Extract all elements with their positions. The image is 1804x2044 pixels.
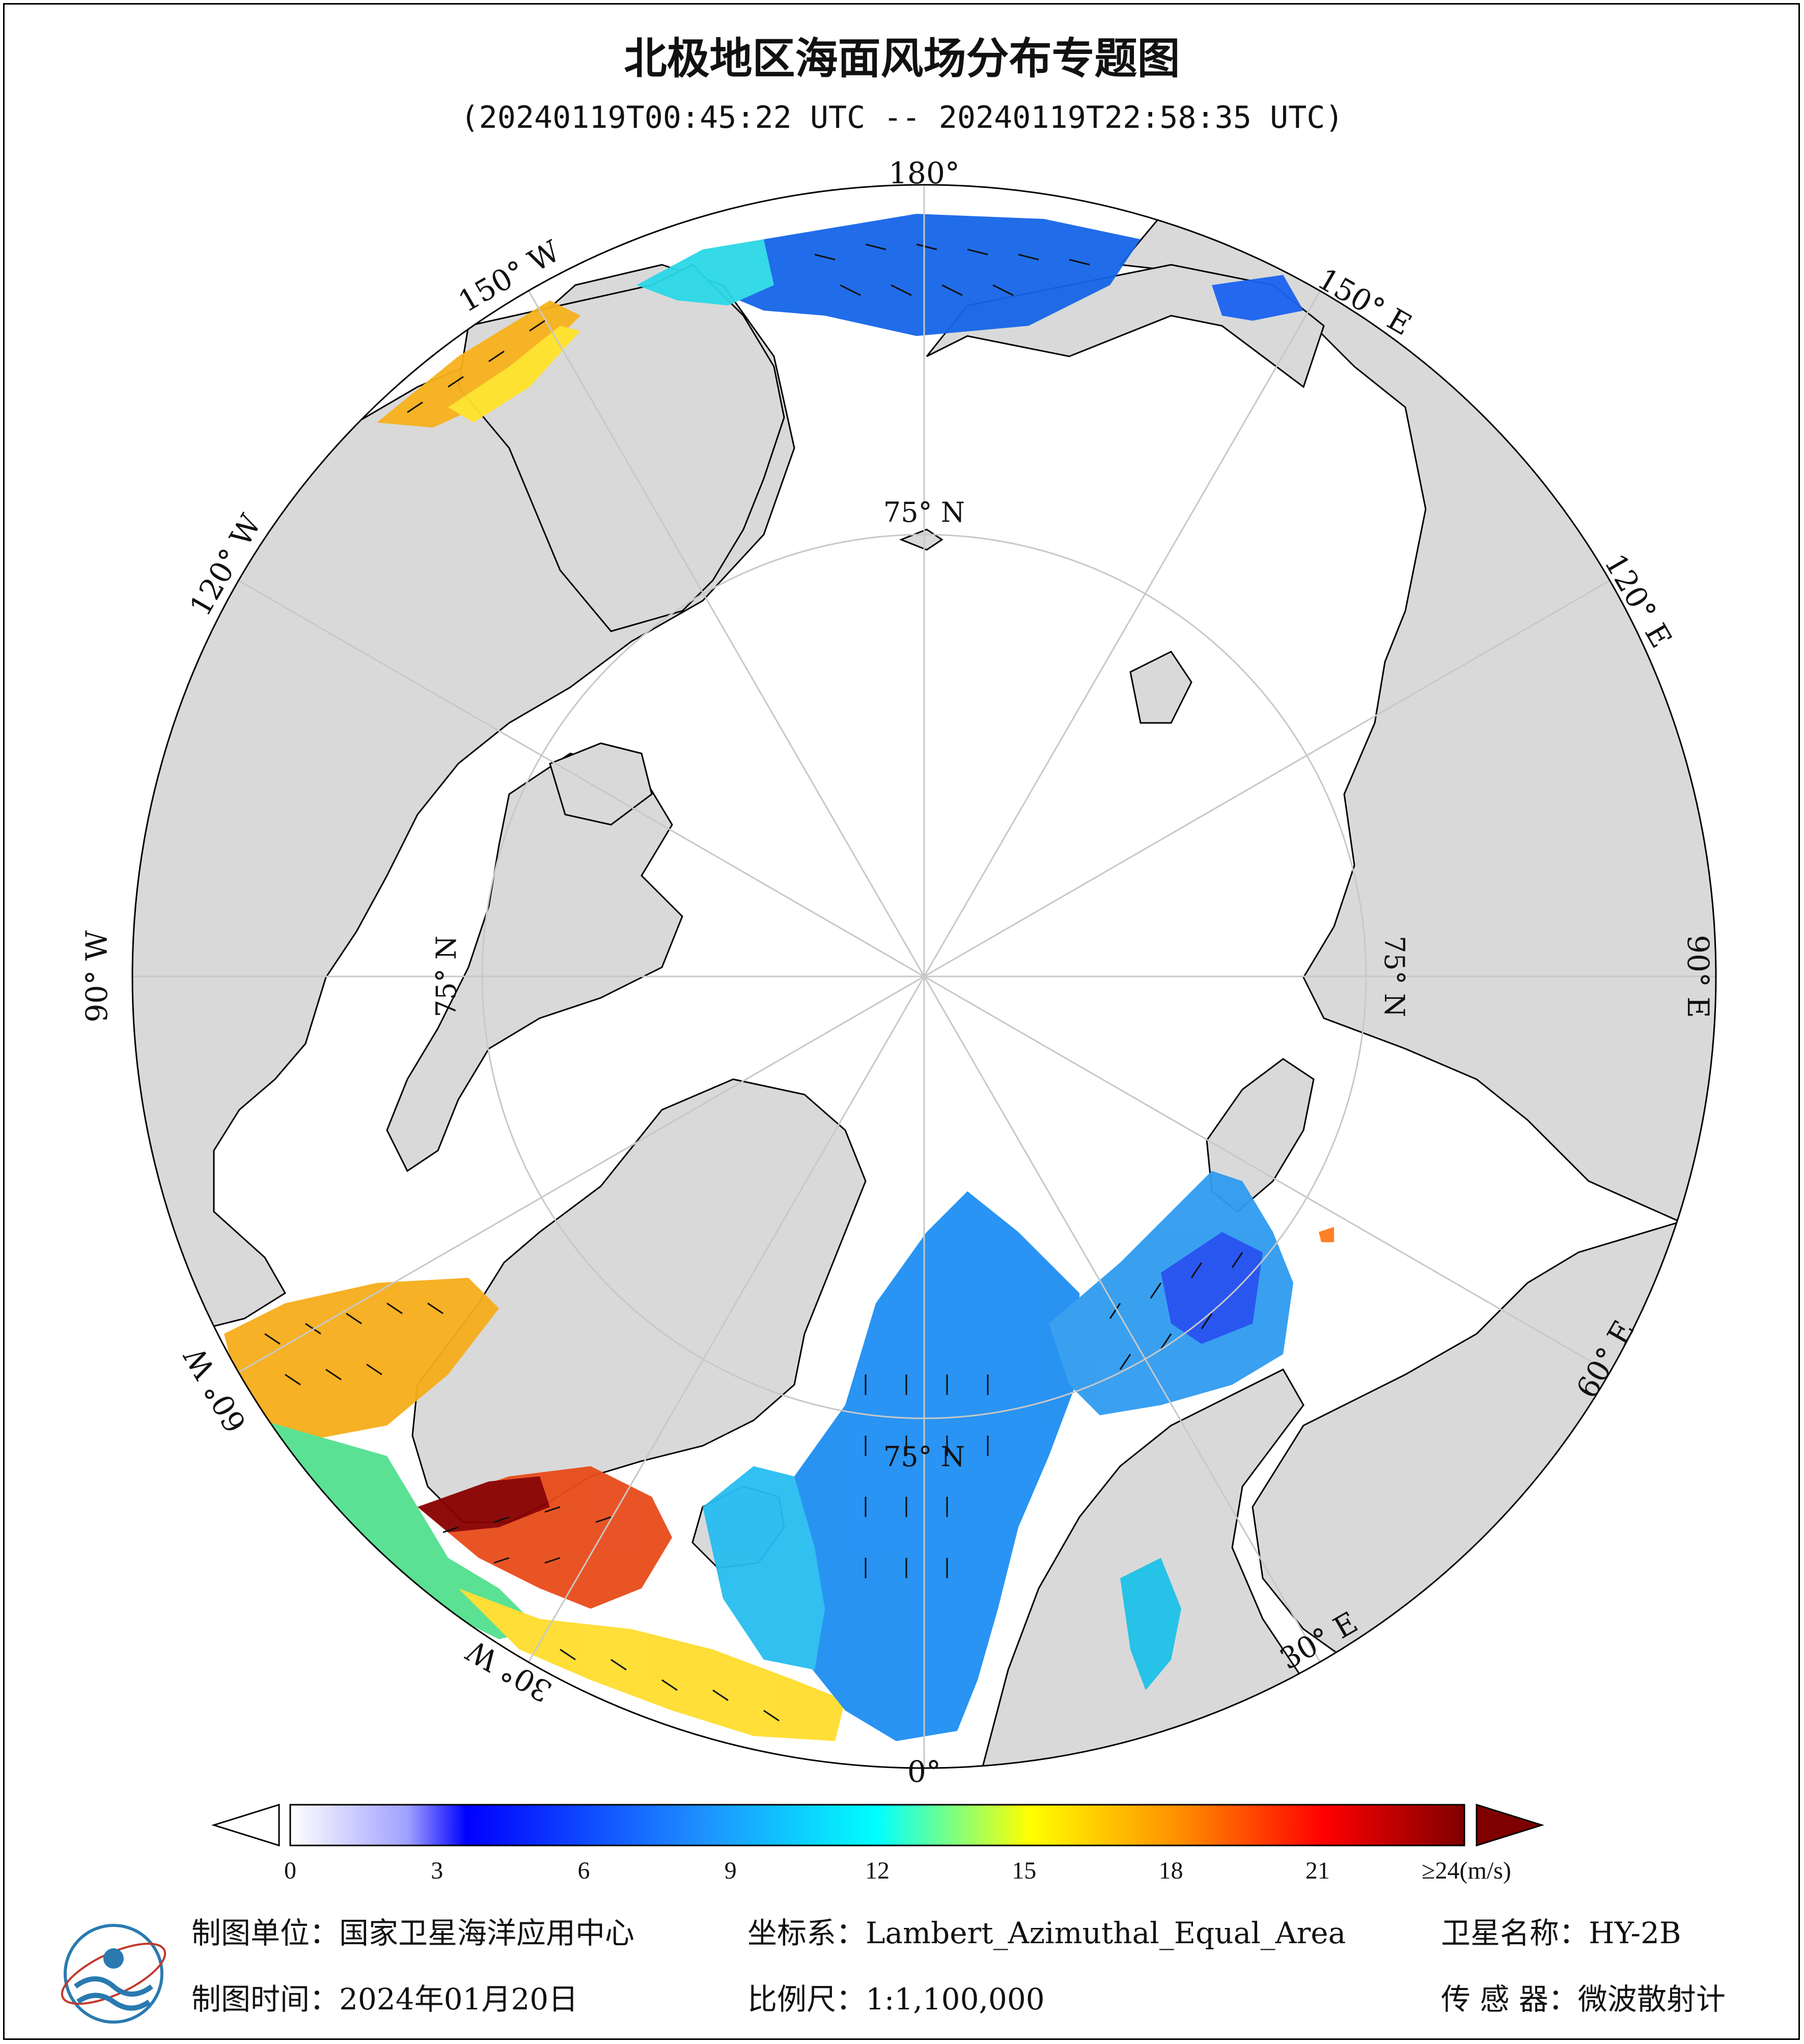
lon-label-0: 0° — [907, 1754, 941, 1789]
scale-label: 比例尺：1:1,100,000 — [747, 1982, 1045, 2017]
noaa-logo-icon — [61, 1924, 166, 2024]
coordinate-system-label: 坐标系：Lambert_Azimuthal_Equal_Area — [747, 1916, 1346, 1950]
colorbar-under-arrow — [211, 1803, 280, 1847]
lat-label-left: 75° N — [430, 936, 462, 1017]
colorbar-tick-label: 6 — [578, 1857, 590, 1884]
colorbar-unit-label: ≥24(m/s) — [1422, 1857, 1511, 1884]
wind-swath-irminger — [458, 1588, 845, 1741]
wind-swath-chukchi-cyan — [636, 239, 774, 305]
date-label: 制图时间：2024年01月20日 — [191, 1982, 578, 2017]
colorbar: 0 3 6 9 12 15 18 21 ≥24(m/s) — [211, 1803, 1545, 1884]
colorbar-tick-label: 12 — [865, 1857, 890, 1884]
lon-label-90w: 90° W — [79, 930, 114, 1022]
lat-label-right: 75° N — [1378, 936, 1410, 1017]
lon-label-180: 180° — [889, 156, 960, 190]
wind-swath-norwegian — [784, 1191, 1079, 1741]
page-title: 北极地区海面风场分布专题图 — [624, 34, 1180, 83]
wind-swath-greenland-sea — [703, 1466, 825, 1670]
time-range-subtitle: (20240119T00:45:22 UTC -- 20240119T22:58… — [460, 100, 1344, 135]
wind-swath-baltic — [1120, 1558, 1181, 1690]
wind-swath-beaufort-edge — [448, 326, 580, 423]
sensor-label: 传 感 器：微波散射计 — [1441, 1982, 1726, 2017]
wind-swath-labrador — [244, 1415, 540, 1639]
wind-swath-denmark-core — [418, 1476, 550, 1532]
lat-label-bottom: 75° N — [883, 1441, 965, 1473]
land-canadian-archipelago — [386, 752, 683, 1172]
wind-swath-kola — [1319, 1227, 1334, 1242]
colorbar-gradient — [289, 1804, 1465, 1846]
wind-swath-east-siberian — [1212, 275, 1303, 321]
arctic-map: 180° 150° E 120° E 90° E 60° E 30° E 0° … — [79, 156, 1717, 1789]
colorbar-tick-label: 0 — [284, 1857, 296, 1884]
colorbar-tick-label: 3 — [431, 1857, 443, 1884]
wind-swath-baffin — [224, 1278, 499, 1441]
graticule — [132, 185, 1716, 1768]
lon-label-90e: 90° E — [1681, 935, 1715, 1018]
wind-swath-beaufort — [377, 300, 580, 428]
colorbar-tick-label: 15 — [1012, 1857, 1036, 1884]
colorbar-tick-label: 9 — [725, 1857, 737, 1884]
satellite-label: 卫星名称：HY-2B — [1441, 1916, 1681, 1950]
land-taymyr — [1129, 651, 1192, 724]
map-frame — [3, 3, 1800, 2040]
lat-label-top: 75° N — [883, 496, 965, 528]
colorbar-over-arrow — [1476, 1803, 1545, 1847]
producer-label: 制图单位：国家卫星海洋应用中心 — [191, 1916, 635, 1950]
map-boundary — [131, 184, 1717, 1769]
colorbar-tick-label: 18 — [1159, 1857, 1183, 1884]
colorbar-tick-label: 21 — [1306, 1857, 1330, 1884]
